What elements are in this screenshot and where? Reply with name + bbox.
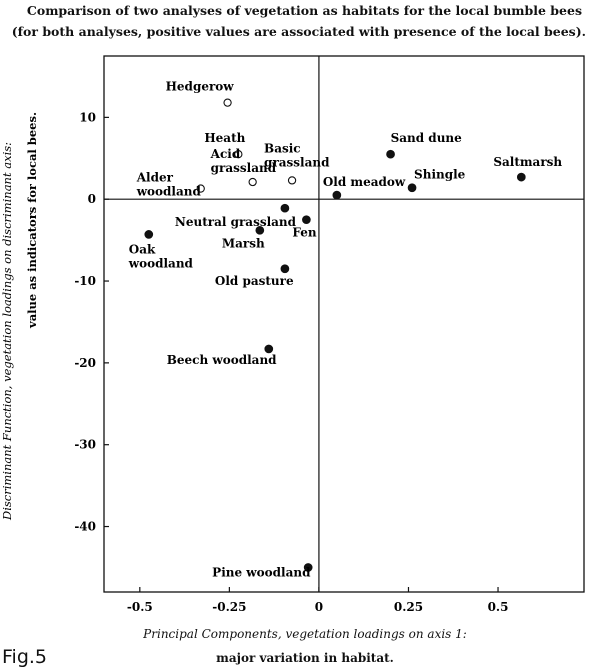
- point-label-pine-woodland: Pine woodland: [212, 565, 311, 579]
- figure-label: Fig.5: [2, 646, 48, 668]
- point-label-oak-woodland: Oak woodland: [128, 242, 194, 270]
- point-label-heath: Heath: [204, 131, 245, 145]
- x-tick-label: 0: [315, 600, 323, 614]
- point-label-old-meadow: Old meadow: [323, 175, 406, 189]
- y-tick-label: -10: [74, 274, 96, 288]
- point-saltmarsh: [516, 172, 526, 182]
- y-tick-label: 10: [79, 110, 96, 124]
- plot-frame: [103, 55, 585, 593]
- point-label-neutral-grassland: Neutral grassland: [175, 215, 297, 229]
- x-tick-label: -0.5: [127, 600, 153, 614]
- point-label-acid-grassland: Acid grassland: [210, 147, 277, 175]
- y-axis-label: Discriminant Function, vegetation loadin…: [0, 142, 14, 521]
- chart-subtitle: (for both analyses, positive values are …: [11, 24, 586, 39]
- point-hedgerow: [223, 98, 232, 107]
- y-tick-label: -30: [74, 438, 96, 452]
- axis-ticks: 10 0 -10 -20 -30 -40 -0.5 -0.25 0 0.25 0.5: [74, 110, 508, 614]
- point-label-beech-woodland: Beech woodland: [167, 353, 277, 367]
- point-label-marsh: Marsh: [222, 236, 265, 250]
- point-label-hedgerow: Hedgerow: [166, 80, 235, 94]
- x-axis-label: Principal Components, vegetation loading…: [143, 627, 467, 641]
- x-tick-label: -0.25: [212, 600, 246, 614]
- point-neutral-grassland: [280, 203, 290, 213]
- y-tick-label: 0: [88, 192, 96, 206]
- point-sand-dune: [386, 149, 395, 159]
- y-tick-label: -40: [74, 520, 96, 534]
- reference-lines: [104, 56, 584, 592]
- data-points: [144, 98, 526, 572]
- point-shingle: [407, 183, 417, 193]
- point-beech-woodland: [264, 344, 274, 354]
- point-label-alder-woodland: Alder woodland: [136, 171, 202, 199]
- y-tick-label: -20: [74, 356, 96, 370]
- point-label-saltmarsh: Saltmarsh: [493, 155, 562, 169]
- point-fen: [302, 215, 311, 225]
- point-heath: [234, 150, 243, 159]
- point-old-pasture: [280, 264, 290, 274]
- y-axis-label-line2: value as indicators for local bees.: [25, 112, 39, 329]
- point-marsh: [255, 225, 265, 235]
- point-pine-woodland: [303, 563, 313, 572]
- x-tick-label: 0.25: [394, 600, 423, 614]
- point-label-fen: Fen: [292, 226, 316, 240]
- point-label-sand-dune: Sand dune: [391, 131, 463, 145]
- point-oak-woodland: [144, 230, 154, 239]
- point-basic-grassland: [287, 176, 297, 185]
- x-tick-label: 0.5: [488, 600, 509, 614]
- y-axis-title: Discriminant Function, vegetation loadin…: [0, 112, 39, 521]
- x-axis-label-line2: major variation in habitat.: [216, 651, 394, 665]
- point-label-old-pasture: Old pasture: [215, 274, 294, 288]
- point-alder-woodland: [196, 184, 205, 193]
- point-acid-grassland: [248, 177, 257, 187]
- point-label-shingle: Shingle: [414, 168, 466, 182]
- point-old-meadow: [332, 190, 342, 200]
- chart-title: Comparison of two analyses of vegetation…: [26, 3, 582, 18]
- point-label-basic-grassland: Basic grassland: [264, 141, 330, 169]
